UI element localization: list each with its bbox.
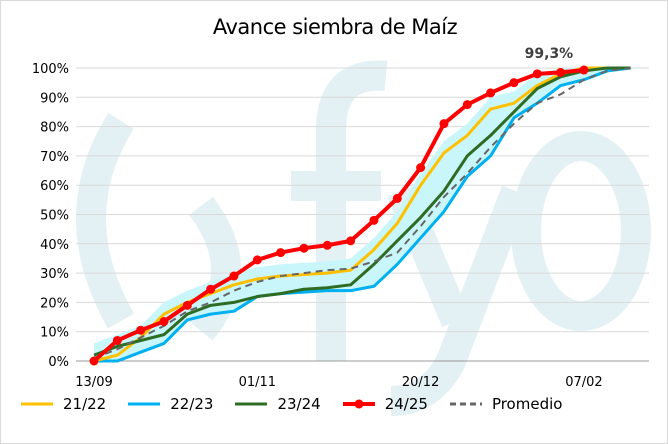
data-point <box>439 119 449 129</box>
data-point <box>369 215 379 225</box>
data-point <box>182 300 192 310</box>
legend-label: 23/24 <box>277 395 321 413</box>
y-tick-label: 100% <box>32 62 69 77</box>
data-point <box>486 88 496 98</box>
legend-label: 22/23 <box>170 395 214 413</box>
watermark-letter-o <box>511 131 651 331</box>
data-point <box>252 255 262 265</box>
data-point <box>89 356 99 366</box>
legend-swatch <box>235 402 268 406</box>
series-line-23-24 <box>93 66 631 357</box>
x-tick-label: 20/12 <box>402 375 439 390</box>
data-point <box>159 316 169 326</box>
data-point <box>509 78 519 88</box>
data-label-annotation: 99,3% <box>525 46 574 62</box>
chart-title: Avance siembra de Maíz <box>212 15 458 39</box>
data-point <box>229 271 239 281</box>
data-point <box>532 69 542 79</box>
legend-swatch <box>128 402 161 406</box>
y-tick-label: 20% <box>40 296 69 311</box>
y-tick-label: 60% <box>40 179 69 194</box>
watermark-letter-f <box>291 60 388 361</box>
watermark-paren-right <box>188 196 241 341</box>
legend-item: Promedio <box>448 395 563 413</box>
y-tick-label: 70% <box>40 150 69 165</box>
y-tick-label: 90% <box>40 91 69 106</box>
data-point <box>322 240 332 250</box>
y-tick-label: 80% <box>40 121 69 136</box>
legend-label: 24/25 <box>384 395 428 413</box>
data-point <box>556 67 566 77</box>
data-point <box>416 163 426 173</box>
series-line-promedio <box>93 67 631 360</box>
legend-item: 21/22 <box>19 395 106 413</box>
legend-item: 24/25 <box>341 395 428 413</box>
x-tick-label: 07/02 <box>565 375 602 390</box>
watermark-logo <box>76 60 651 416</box>
data-point <box>299 243 309 253</box>
legend-item: 22/23 <box>126 395 213 413</box>
legend-label: 21/22 <box>63 395 107 413</box>
y-tick-label: 50% <box>40 209 69 224</box>
data-point <box>112 335 122 345</box>
series-line-24-25 <box>92 68 585 363</box>
data-point <box>136 325 146 335</box>
data-point <box>462 100 472 110</box>
data-point <box>276 248 286 258</box>
y-tick-label: 0% <box>48 355 69 370</box>
x-tick-label: 01/11 <box>239 375 276 390</box>
series-line-22-23 <box>94 66 631 363</box>
data-point <box>346 236 356 246</box>
legend-swatch <box>342 399 375 409</box>
legend: 21/22 22/23 23/24 24/25 Promedio <box>19 395 562 413</box>
y-tick-label: 40% <box>40 238 69 253</box>
legend-swatch <box>21 402 53 406</box>
legend-swatch <box>449 402 482 406</box>
watermark-paren-left <box>76 112 135 329</box>
y-tick-label: 30% <box>40 267 69 282</box>
data-point <box>392 193 402 203</box>
y-tick-label: 10% <box>40 326 69 341</box>
x-tick-label: 13/09 <box>75 375 112 390</box>
data-point <box>206 284 216 294</box>
legend-label: Promedio <box>491 395 563 413</box>
legend-item: 23/24 <box>233 395 321 413</box>
data-point <box>579 65 589 75</box>
